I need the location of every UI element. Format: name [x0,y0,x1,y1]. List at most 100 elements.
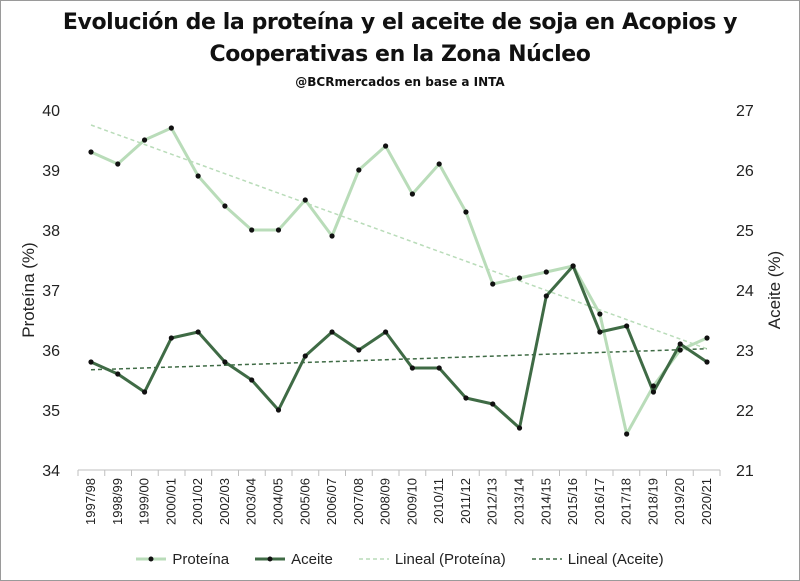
data-point-proteina [677,347,683,353]
trendline-proteina [90,124,708,350]
data-point-aceite [543,293,549,299]
x-tick-label: 2005/06 [297,478,312,525]
data-point-proteina [275,227,282,233]
data-point-aceite [249,377,255,383]
data-point-proteina [597,311,603,317]
chart-subtitle: @BCRmercados en base a INTA [295,75,505,89]
data-point-proteina [249,227,255,233]
x-tick-label: 2003/04 [244,478,259,525]
data-point-aceite [356,347,362,353]
data-point-aceite [597,329,603,335]
x-tick-label: 2019/20 [672,478,687,525]
x-tick-label: 2016/17 [592,478,607,525]
x-tick-label: 2010/11 [431,478,446,524]
data-point-aceite [650,389,657,395]
legend-label-proteina: Proteína [172,550,230,568]
x-tick-label: 2007/08 [351,478,366,525]
data-point-proteina [650,383,657,389]
x-tick-label: 2017/18 [619,478,634,525]
data-point-aceite [436,365,442,371]
y-right-tick-label: 21 [736,463,754,480]
data-point-proteina [195,173,201,179]
series-line-proteina [90,126,708,436]
data-point-proteina [409,191,415,197]
data-point-proteina [88,149,94,155]
y-right-tick-label: 26 [736,163,754,180]
data-point-aceite [383,329,389,335]
x-tick-label: 1997/98 [83,478,98,525]
x-tick-label: 2018/19 [645,478,660,525]
data-point-aceite [115,371,121,377]
data-point-proteina [490,281,496,287]
y-right-tick-label: 24 [736,283,754,300]
data-point-proteina [704,335,710,341]
y-right-tick-label: 25 [736,223,754,240]
legend-label-lineal-aceite: Lineal (Aceite) [567,550,664,568]
data-point-aceite [275,407,282,413]
x-tick-label: 2013/14 [512,478,527,525]
trendline-aceite [90,348,708,371]
legend-item-lineal-proteina: Lineal (Proteína) [358,549,506,569]
data-point-aceite [463,395,469,401]
data-point-aceite [302,353,308,359]
chart-legend: Proteína Aceite Lineal (Proteína) Lineal… [0,549,800,569]
y-left-tick-label: 34 [42,463,60,480]
data-point-aceite [195,329,201,335]
data-point-aceite [624,323,630,329]
data-point-proteina [222,203,228,209]
data-point-aceite [704,359,710,365]
x-tick-label: 2012/13 [485,478,500,525]
legend-label-aceite: Aceite [291,550,333,568]
data-point-aceite [409,365,415,371]
y-left-tick-label: 35 [42,403,60,420]
legend-label-lineal-proteina: Lineal (Proteína) [394,550,506,568]
y-right-tick-label: 27 [736,103,754,120]
data-point-aceite [516,425,523,431]
y-left-tick-label: 38 [42,223,60,240]
data-point-proteina [543,269,549,275]
x-tick-label: 2020/21 [699,478,714,525]
x-tick-label: 2009/10 [404,478,419,525]
data-point-proteina [302,197,308,203]
series-line-aceite [90,264,708,430]
x-tick-label: 2011/12 [458,478,473,524]
data-point-aceite [329,329,335,335]
y-right-tick-label: 22 [736,403,754,420]
x-tick-label: 1999/00 [137,478,152,525]
data-point-proteina [356,167,362,173]
data-point-proteina [516,275,523,281]
chart-title-line2: Cooperativas en la Zona Núcleo [209,42,591,67]
x-tick-label: 2004/05 [270,478,285,525]
data-point-proteina [383,143,389,149]
data-point-aceite [490,401,496,407]
y-left-tick-label: 37 [42,283,60,300]
x-tick-label: 2002/03 [217,478,232,525]
x-tick-label: 2006/07 [324,478,339,525]
data-point-aceite [88,359,94,365]
data-point-proteina [115,161,121,167]
legend-item-aceite: Aceite [255,549,333,569]
data-point-proteina [168,125,174,131]
y-left-tick-label: 39 [42,163,60,180]
chart-title-line1: Evolución de la proteína y el aceite de … [62,10,738,35]
y-left-tick-label: 40 [42,103,60,120]
y-left-tick-label: 36 [42,343,60,360]
data-point-proteina [141,137,148,143]
data-point-aceite [677,341,683,347]
x-tick-label: 2001/02 [190,478,205,525]
data-point-aceite [168,335,174,341]
data-point-proteina [624,431,630,437]
y-right-axis-label: Aceite (%) [765,251,784,329]
x-tick-label: 2000/01 [163,478,178,525]
x-tick-label: 2014/15 [538,478,553,525]
y-left-axis-label: Proteína (%) [19,242,38,337]
y-right-tick-label: 23 [736,343,754,360]
x-tick-label: 2015/16 [565,478,580,525]
data-point-proteina [329,233,335,239]
data-point-proteina [436,161,442,167]
legend-item-lineal-aceite: Lineal (Aceite) [531,549,664,569]
x-tick-label: 2008/09 [378,478,393,525]
legend-item-proteina: Proteína [136,549,229,569]
x-tick-label: 1998/99 [110,478,125,525]
